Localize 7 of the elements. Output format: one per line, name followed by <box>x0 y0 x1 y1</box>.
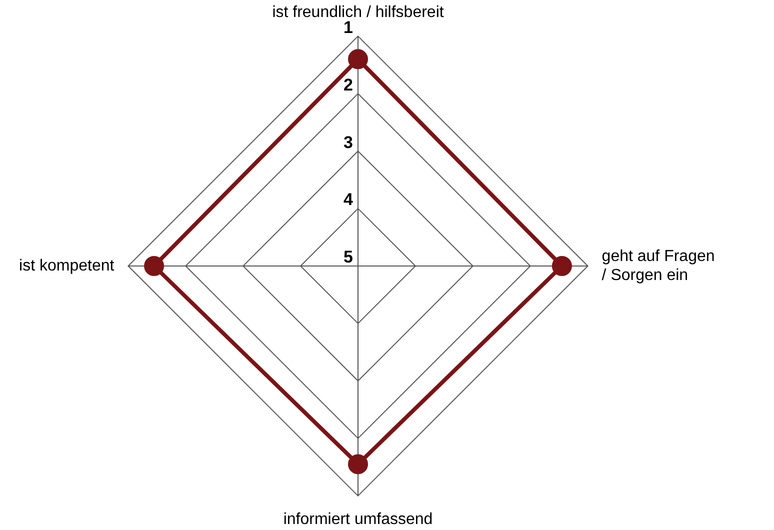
y-tick-label: 4 <box>344 190 354 210</box>
y-tick-label: 2 <box>344 75 353 94</box>
spoke-label: informiert umfassend <box>283 510 433 528</box>
y-tick-label: 3 <box>344 132 353 152</box>
y-tick-label: 5 <box>344 248 353 267</box>
spoke-label: ist kompetent <box>19 257 115 274</box>
spoke-label: geht auf Fragen / Sorgen ein <box>602 248 715 284</box>
